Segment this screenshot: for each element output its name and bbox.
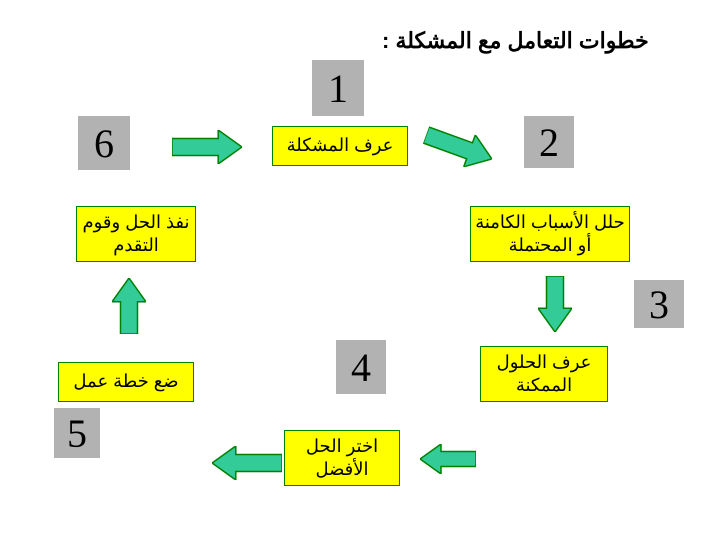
number-4: 4 [336, 340, 386, 394]
arrow-1-2 [420, 119, 497, 175]
arrow-3-4 [420, 444, 476, 474]
arrow-6-1 [172, 130, 242, 164]
arrow-4-5 [212, 446, 282, 480]
arrow-5-6 [112, 278, 146, 334]
step-6: نفذ الحل وقوم التقدم [76, 206, 196, 262]
arrow-2-3 [538, 276, 572, 332]
step-2: حلل الأسباب الكامنة أو المحتملة [470, 206, 630, 262]
step-1: عرف المشكلة [272, 126, 408, 166]
number-3: 3 [634, 280, 684, 328]
number-1: 1 [312, 60, 364, 116]
number-5: 5 [54, 408, 100, 458]
step-5: ضع خطة عمل [58, 362, 194, 402]
diagram-title: خطوات التعامل مع المشكلة : [382, 28, 649, 54]
number-2: 2 [524, 116, 574, 168]
number-6: 6 [78, 116, 130, 170]
step-3: عرف الحلول الممكنة [480, 346, 608, 402]
step-4: اختر الحل الأفضل [284, 430, 400, 486]
